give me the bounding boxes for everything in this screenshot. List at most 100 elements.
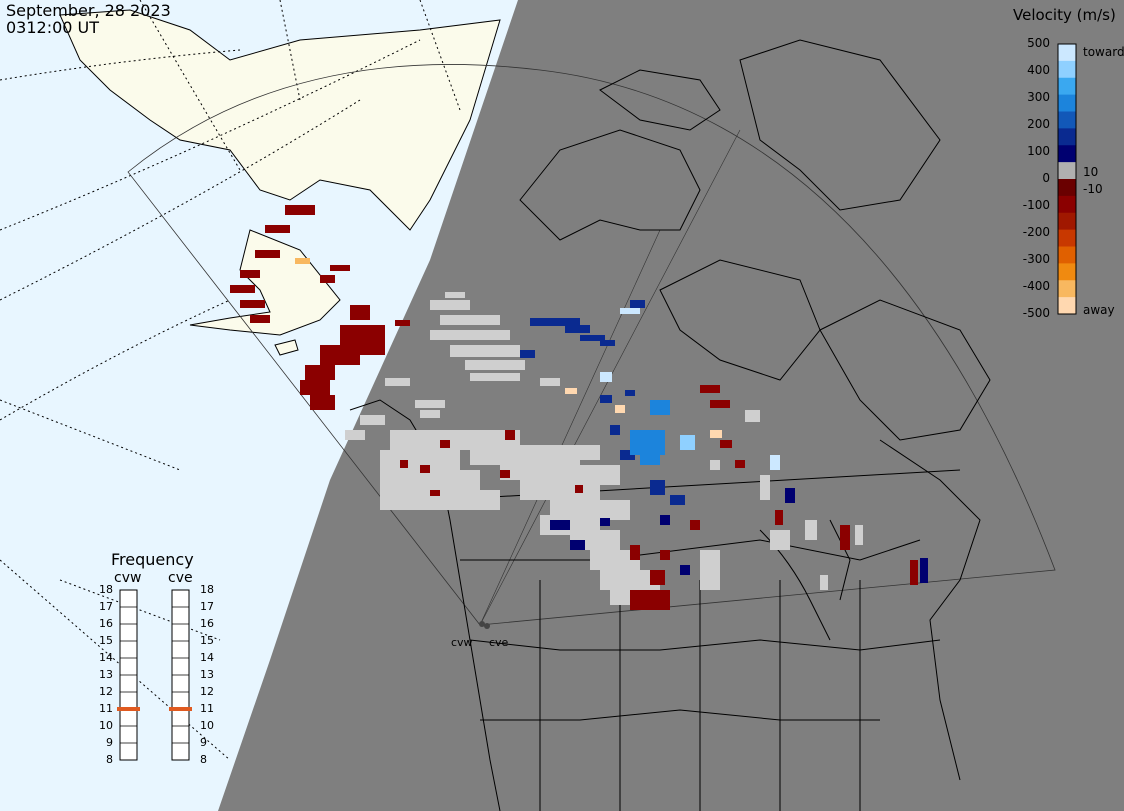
scatter-cell [430,490,440,496]
velocity-cells [230,205,928,610]
frequency-bars [117,589,192,761]
scatter-cell [640,445,660,465]
velocity-color-segment [1058,246,1076,264]
scatter-cell [230,285,255,293]
scatter-cell [265,225,290,233]
scatter-cell [620,450,635,460]
map-station-label-cve: cve [489,636,509,649]
scatter-cell [600,340,615,346]
frequency-tick-left: 11 [99,702,113,715]
scatter-cell [530,318,580,326]
fov-beam-line-2 [479,229,661,626]
scatter-cell [630,590,670,610]
station-cvw-label: cvw [114,570,142,586]
scatter-cell [500,460,580,480]
scatter-cell [600,518,610,526]
frequency-tick-left: 12 [99,685,113,698]
velocity-tick-label: -500 [1022,306,1050,320]
scatter-cell [255,250,280,258]
scatter-cell [760,475,770,500]
time-label: 0312:00 UT [6,18,100,37]
frequency-tick-left: 18 [99,583,113,596]
velocity-color-segment [1058,77,1076,96]
velocity-scale-title: Velocity (m/s) [1013,6,1116,24]
velocity-color-segment [1058,94,1076,112]
scatter-cell [710,430,722,438]
frequency-tick-left: 16 [99,617,113,630]
station-cve-marker [484,623,490,629]
station-cvw-marker [479,621,485,627]
alaska-land [59,9,501,231]
frequency-tick-right: 8 [200,753,207,766]
coastlines [349,39,991,811]
scatter-cell [720,440,732,448]
velocity-color-segment [1058,297,1076,315]
fov-outline [127,64,1056,626]
velocity-tick-label: 400 [1027,63,1050,77]
scatter-cell [380,470,480,490]
toward-label: toward [1083,45,1124,59]
scatter-cell [415,400,445,408]
scatter-cell [320,275,335,283]
scatter-cell [700,385,720,393]
frequency-tick-right: 13 [200,668,214,681]
scatter-cell [420,410,440,418]
scatter-cell [650,480,665,495]
velocity-tick-label: -200 [1022,225,1050,239]
scatter-cell [710,400,730,408]
frequency-tick-left: 8 [106,753,113,766]
frequency-tick-right: 10 [200,719,214,732]
scatter-cell [820,575,828,590]
scatter-cell [565,388,577,394]
frequency-tick-left: 15 [99,634,113,647]
frequency-tick-right: 17 [200,600,214,613]
scatter-cell [385,378,410,386]
scatter-cell [690,520,700,530]
map-station-label-cvw: cvw [451,636,473,649]
velocity-tick-label: 300 [1027,90,1050,104]
lat-lon-grid [0,0,461,761]
scatter-cell [610,500,630,520]
scatter-cell [310,395,335,410]
scatter-cell [400,460,408,468]
velocity-color-segment [1058,111,1076,129]
velocity-tick-label: -400 [1022,279,1050,293]
scatter-cell [920,558,928,583]
velocity-color-segment [1058,44,1076,62]
velocity-tick-label: 0 [1042,171,1050,185]
away-label: away [1083,303,1115,317]
scatter-cell [440,440,450,448]
scatter-cell [770,530,790,550]
velocity-color-bar-outline [1057,43,1077,315]
scatter-cell [745,410,760,422]
scatter-cell [580,335,605,341]
scatter-cell [565,325,590,333]
scatter-cell [630,300,645,308]
scatter-cell [300,380,330,395]
velocity-tick-minus10: -10 [1083,182,1103,196]
scatter-cell [600,570,660,590]
frequency-tick-right: 9 [200,736,207,749]
scatter-cell [590,550,640,570]
frequency-tick-left: 10 [99,719,113,732]
scatter-cell [250,315,270,323]
scatter-cell [465,360,525,370]
kodiak-island [274,339,299,356]
velocity-color-bar [1057,43,1077,315]
scatter-cell [660,550,670,560]
scatter-cell [805,520,817,540]
scatter-cell [360,415,385,425]
scatter-cell [505,430,515,440]
scatter-cell [420,465,430,473]
scatter-cell [390,430,450,450]
scatter-cell [620,308,640,314]
scatter-cell [520,350,535,358]
frequency-tick-left: 9 [106,736,113,749]
scatter-cell [600,395,612,403]
scatter-cell [670,495,685,505]
scatter-cell [240,270,260,278]
scatter-cell [440,315,500,325]
frequency-tick-right: 14 [200,651,214,664]
velocity-color-segment [1058,145,1076,163]
velocity-color-segment [1058,229,1076,247]
